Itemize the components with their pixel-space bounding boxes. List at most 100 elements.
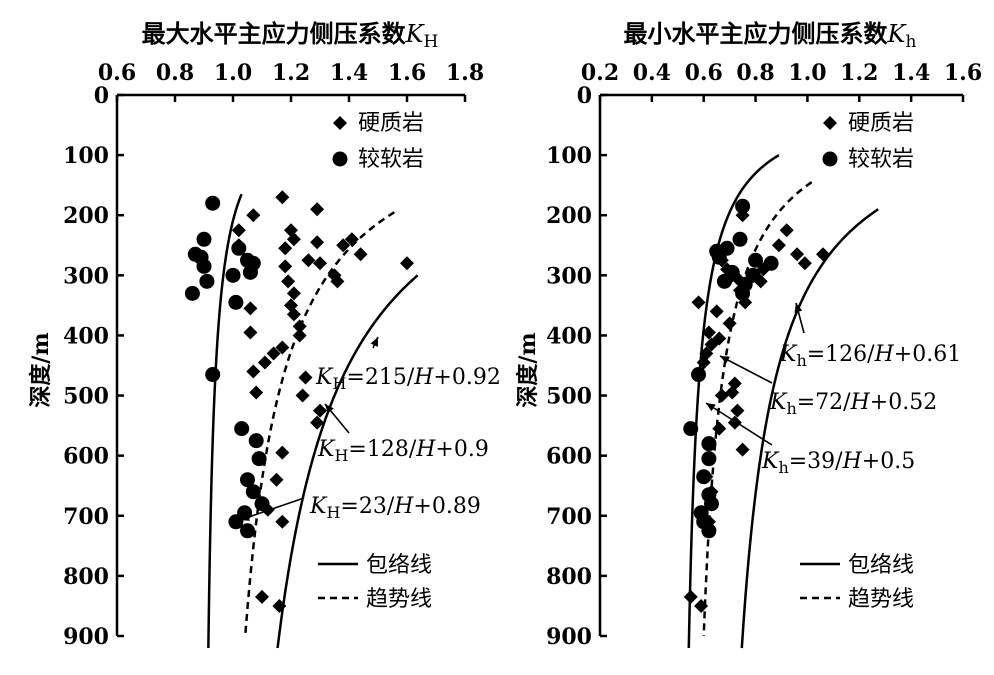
annotation-eq: =126/	[807, 342, 875, 367]
curve-annotation: KH=128/H+0.9	[317, 437, 489, 465]
chart-title: 最小水平主应力侧压系数Kh	[624, 19, 917, 52]
point-circle	[231, 240, 247, 256]
x-tick-label: 0.8	[156, 60, 194, 86]
point-diamond	[286, 307, 301, 322]
legend-entry-label: 较软岩	[848, 147, 914, 172]
chart-title-var: K	[405, 20, 426, 48]
point-circle	[248, 433, 264, 449]
point-diamond	[696, 355, 711, 370]
point-diamond	[714, 388, 729, 403]
annotation-sub: H	[332, 374, 346, 393]
point-circle	[703, 496, 719, 512]
point-diamond	[243, 301, 258, 316]
point-circle	[732, 231, 748, 247]
point-circle	[184, 285, 200, 301]
y-tick-label: 900	[63, 624, 109, 650]
annotation-sub: h	[796, 351, 806, 370]
point-diamond	[336, 238, 351, 253]
x-tick-label: 0.6	[98, 60, 136, 86]
point-diamond	[286, 232, 301, 247]
y-tick-label: 300	[546, 263, 592, 289]
point-diamond	[272, 598, 287, 613]
x-tick-label: 1.2	[272, 60, 310, 86]
curve-kh-126-h-0-61	[740, 208, 879, 649]
chart-title-text: 最大水平主应力侧压系数	[142, 19, 407, 48]
point-circle	[242, 264, 258, 280]
chart-title: 最大水平主应力侧压系数KH	[142, 19, 439, 52]
point-diamond	[275, 445, 290, 460]
point-circle	[205, 367, 221, 383]
point-diamond	[292, 328, 307, 343]
annotation-arrowhead	[706, 403, 716, 412]
point-diamond	[313, 256, 327, 271]
point-circle	[711, 249, 727, 265]
y-tick-label: 700	[546, 504, 592, 530]
annotation-tail: +0.5	[862, 449, 915, 474]
y-axis-label: 深度/m	[515, 332, 541, 407]
x-tick-label: 1.0	[788, 60, 826, 86]
annotation-eq: =72/	[797, 390, 851, 415]
line-legend-label: 趋势线	[848, 587, 914, 612]
chart-left-kh-max: 0.6 0.8 1.0 1.2 1.4 1.6 1.8 0 100 200 300 400 500 600…	[28, 19, 501, 650]
annotation-k: K	[779, 342, 798, 367]
y-tick-label: 700	[63, 504, 109, 530]
point-diamond	[735, 442, 750, 457]
y-tick-label: 200	[63, 203, 109, 229]
point-diamond	[243, 325, 258, 340]
chart-title-var: K	[887, 20, 908, 48]
annotation-sub: h	[778, 458, 788, 477]
point-diamond	[231, 223, 246, 238]
curve-annotation: KH=215/H+0.92	[315, 365, 501, 393]
annotation-arrowhead	[240, 513, 250, 521]
y-tick-label: 0	[577, 83, 592, 109]
point-diamond	[249, 385, 264, 400]
y-tick-label: 400	[546, 323, 592, 349]
chart-right-kh-min: 0.2 0.4 0.6 0.8 1.0 1.2 1.4 1.6 0 100 200 300 400 500…	[515, 19, 982, 650]
point-circle	[691, 367, 707, 383]
annotation-arrowhead	[325, 404, 334, 414]
annotation-h: H	[393, 494, 414, 519]
annotation-sub: h	[786, 399, 796, 418]
point-circle	[696, 469, 712, 485]
point-circle	[199, 273, 215, 289]
point-diamond	[278, 241, 293, 256]
y-axis-label: 深度/m	[28, 332, 54, 407]
annotation-tail: +0.92	[433, 365, 500, 390]
point-circle	[716, 273, 732, 289]
point-circle	[254, 496, 270, 512]
curve-kh-215-h-0-92	[276, 274, 419, 649]
curve-annotation: Kh=126/H+0.61	[779, 342, 961, 370]
point-diamond	[771, 238, 786, 253]
point-circle	[735, 285, 751, 301]
point-circle	[735, 198, 751, 214]
annotation-tail: +0.61	[894, 342, 961, 367]
y-tick-label: 800	[63, 564, 109, 590]
x-tick-label: 1.4	[892, 60, 930, 86]
point-diamond	[295, 388, 310, 403]
annotation-leader	[239, 497, 305, 521]
curve-kh-128-h-0-9	[243, 211, 396, 637]
chart-title-text: 最小水平主应力侧压系数	[624, 19, 889, 48]
annotation-h: H	[415, 437, 436, 462]
y-tick-label: 600	[546, 444, 592, 470]
point-diamond	[310, 202, 325, 217]
annotation-leader	[719, 355, 773, 384]
point-circle	[748, 252, 764, 268]
x-tick-label: 1.4	[330, 60, 368, 86]
line-legend-label: 包络线	[366, 553, 432, 578]
x-tick-label: 0.6	[685, 60, 723, 86]
y-tick-label: 100	[63, 143, 109, 169]
point-diamond	[683, 589, 698, 604]
annotation-tail: +0.89	[413, 494, 480, 519]
annotation-eq: =215/	[346, 365, 414, 390]
x-tick-label: 0.4	[633, 60, 671, 86]
legend-entry-label: 硬质岩	[848, 111, 914, 136]
annotation-k: K	[317, 437, 336, 462]
point-diamond	[269, 472, 284, 487]
annotation-h: H	[874, 342, 895, 367]
curve-annotation: Kh=72/H+0.52	[769, 390, 937, 418]
annotation-leader	[705, 402, 773, 446]
chart-title-sub: h	[905, 32, 916, 52]
point-circle	[240, 472, 255, 488]
